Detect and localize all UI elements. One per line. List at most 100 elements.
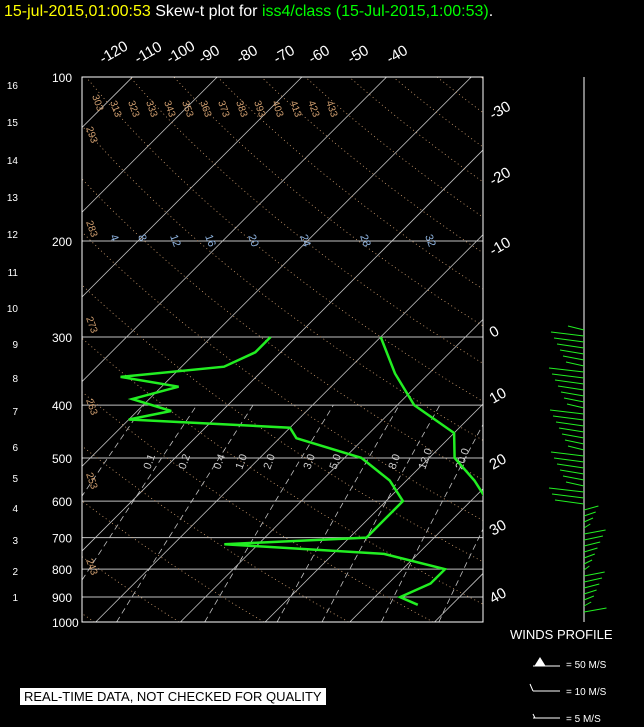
isotherm-line (82, 77, 387, 383)
height-km-label: 6 (12, 443, 18, 454)
wind-barb (553, 337, 585, 343)
wind-barb (583, 529, 606, 535)
wind-barb (583, 577, 603, 583)
wind-barb (550, 451, 585, 457)
wind-legend-barb-5 (532, 713, 560, 719)
isotherm-top-label: -110 (132, 38, 166, 67)
isotherm-top-label: -70 (271, 42, 298, 68)
isotherm-top-label: -80 (234, 42, 261, 68)
wind-barb (562, 355, 585, 361)
dry-adiabat-label: 253 (83, 471, 99, 491)
mixing-ratio-label-500: 1.0 (234, 453, 251, 471)
mixing-ratio-line (438, 528, 483, 622)
title-tail: . (488, 3, 494, 20)
wind-barb (565, 481, 585, 487)
dry-adiabat (217, 77, 483, 290)
wind-barb (551, 493, 585, 499)
wind-barb (583, 553, 595, 559)
dry-adiabat (436, 77, 483, 114)
isotherm-line (82, 77, 303, 298)
wind-barb (561, 433, 585, 439)
mixing-ratio-line (559, 405, 644, 622)
wind-barb (548, 367, 585, 373)
dry-adiabat (129, 77, 483, 364)
wind-barb (553, 457, 585, 463)
height-km-label: 12 (7, 230, 19, 241)
wind-legend-flag-50 (533, 657, 560, 667)
wind-barb (583, 583, 600, 589)
mixing-ratio-label-200: 8 (135, 233, 148, 243)
dry-adiabat-label: 313 (107, 99, 123, 119)
dry-adiabat-label: 363 (197, 99, 213, 119)
height-km-label: 1 (12, 593, 18, 604)
wind-barb (555, 421, 585, 427)
plot-frame (81, 76, 484, 623)
dry-adiabat-label: 333 (143, 99, 159, 119)
dry-adiabat (392, 77, 483, 148)
dry-adiabat-label: 423 (305, 99, 321, 119)
mixing-ratio-label-500: 2.0 (262, 453, 279, 471)
dry-adiabat (82, 445, 349, 622)
pressure-tick-label: 800 (52, 563, 72, 577)
wind-barb (567, 445, 585, 451)
isotherm-line (434, 572, 483, 622)
wind-legend-10: = 10 M/S (566, 687, 607, 698)
pressure-tick-label: 200 (52, 235, 72, 249)
isotherm-top-label: -100 (164, 38, 199, 68)
dry-adiabat (173, 77, 483, 327)
title-paren: (15-Jul-2015,1:00:53) (335, 3, 489, 20)
wind-legend-50: = 50 M/S (566, 660, 607, 671)
mixing-ratio-label-200: 16 (202, 233, 217, 249)
wind-legend-barb-10 (529, 683, 560, 692)
isotherm-line (95, 234, 483, 622)
isotherm-line (82, 77, 218, 213)
height-km-label: 8 (12, 374, 18, 385)
isotherm-right-label: -10 (487, 234, 514, 260)
wind-barb (583, 523, 591, 529)
dry-adiabat (82, 500, 265, 622)
isotherm-top-label: -120 (97, 38, 132, 68)
isotherm-line (82, 149, 483, 552)
dry-adiabat-label: 373 (215, 99, 231, 119)
dry-adiabat-label: 383 (233, 99, 249, 119)
isotherm-line (82, 77, 472, 467)
height-km-label: 4 (12, 504, 18, 515)
mixing-ratio-label-200: 4 (107, 233, 120, 243)
height-km-label: 2 (12, 567, 18, 578)
dry-adiabat-label: 343 (161, 99, 177, 119)
wind-barb (567, 325, 585, 331)
mixing-ratio-label-500: 0.1 (142, 453, 159, 471)
dry-adiabat-label: 433 (323, 99, 339, 119)
mixing-ratio-line (82, 404, 198, 581)
isotherm-line (264, 403, 483, 622)
pressure-tick-label: 900 (52, 591, 72, 605)
mixing-ratio-label-500: 5.0 (328, 453, 345, 471)
mixing-ratio-label-200: 28 (357, 233, 372, 249)
chart-title: 15-jul-2015,01:00:53 Skew-t plot for iss… (4, 3, 493, 21)
isotherm-line (180, 318, 483, 622)
mixing-ratio-line (321, 404, 441, 622)
wind-barb (583, 517, 594, 523)
isotherm-right-label: 30 (487, 516, 510, 539)
wind-barb (583, 589, 597, 595)
mixing-ratio-label-200: 32 (422, 233, 437, 249)
wind-barb (557, 385, 585, 391)
dry-adiabat-label: 283 (83, 219, 99, 239)
pressure-tick-label: 1000 (52, 616, 79, 630)
wind-legend-5: = 5 M/S (566, 714, 601, 725)
dry-adiabat-label: 353 (179, 99, 195, 119)
wind-barb (560, 391, 585, 397)
pressure-tick-label: 400 (52, 399, 72, 413)
isotherm-top-label: -40 (384, 42, 411, 68)
mixing-ratio-line (380, 423, 483, 622)
wind-barb (554, 499, 585, 505)
wind-barb (583, 601, 592, 607)
isotherm-right-label: 40 (487, 584, 510, 607)
isotherm-line (519, 77, 644, 622)
wind-barb (583, 595, 595, 601)
mixing-ratio-label-200: 20 (245, 233, 260, 249)
wind-barb (556, 463, 585, 469)
wind-barb (583, 505, 599, 511)
mixing-ratio-label-200: 24 (297, 233, 312, 249)
